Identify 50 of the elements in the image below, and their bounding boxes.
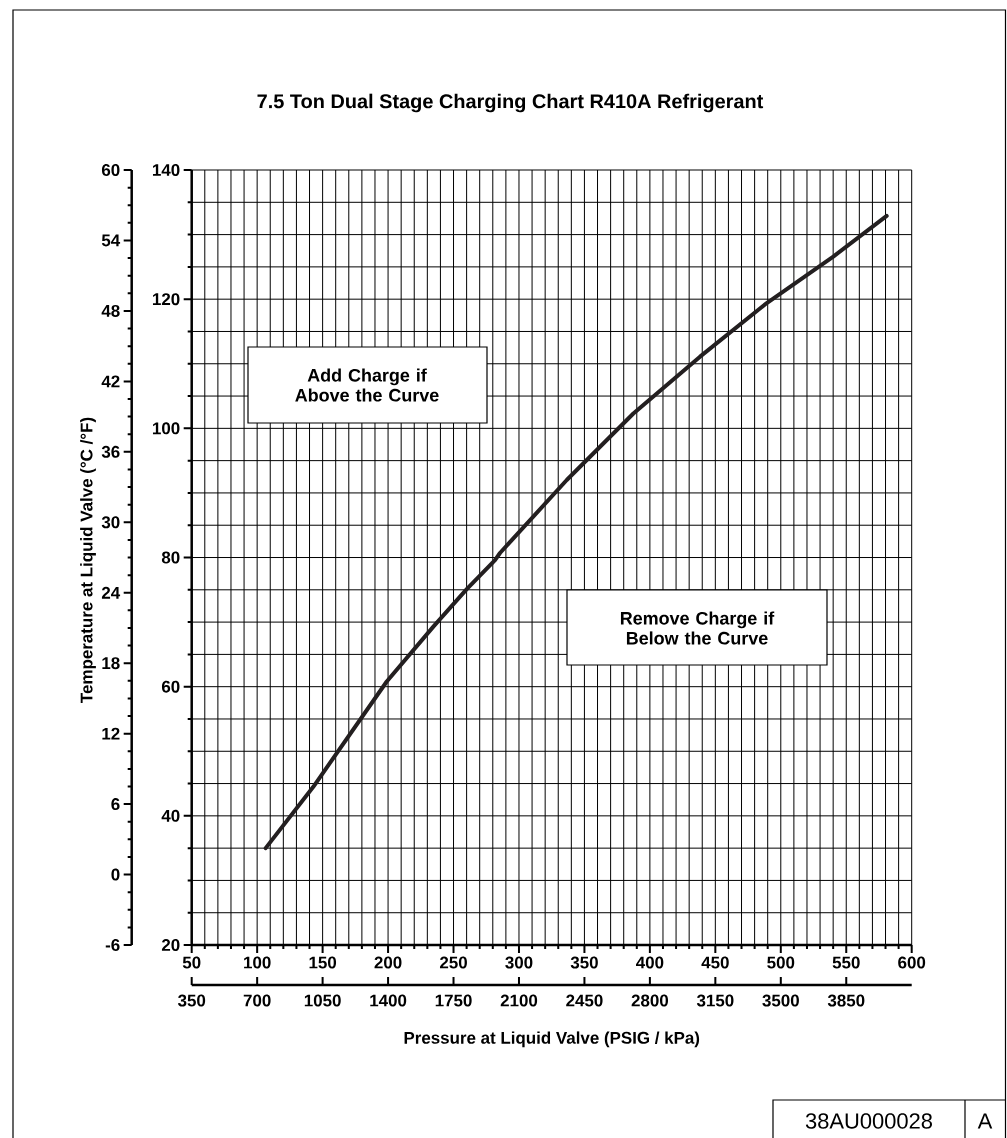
y2-tick-label: 12	[102, 727, 120, 740]
x-tick-label: 500	[767, 956, 795, 969]
x2-tick-label: 1750	[435, 994, 472, 1007]
y2-tick-label: 60	[101, 164, 120, 177]
y2-tick-label: 30	[101, 516, 120, 529]
x-tick-label: 50	[182, 956, 201, 969]
x-tick-label: 300	[505, 956, 533, 969]
x2-tick-label: 2800	[631, 994, 669, 1007]
y2-tick-label: 18	[102, 657, 120, 670]
y2-tick-label: 48	[101, 304, 120, 317]
x2-tick-label: 2100	[500, 994, 538, 1007]
y2-tick-label: 54	[101, 234, 121, 247]
y2-axis-title: Temperature at Liquid Valve (°C /°F)	[80, 417, 96, 703]
annotation: Add Charge if Above the Curve	[295, 368, 439, 402]
y-tick-label: 40	[161, 809, 180, 822]
x-tick-label: 100	[244, 956, 271, 969]
y2-tick-label: 42	[101, 375, 120, 388]
line-series	[263, 213, 889, 851]
y-tick-label: 20	[161, 939, 180, 952]
x2-tick-label: 3850	[827, 994, 865, 1007]
y2-tick-label: 24	[101, 586, 121, 599]
x2-tick-label: 1400	[370, 994, 407, 1007]
x-tick-label: 400	[636, 956, 664, 969]
x-tick-label: 550	[832, 956, 860, 969]
text: A	[977, 1113, 993, 1129]
x-tick-label: 200	[374, 956, 402, 969]
x-tick-label: 150	[309, 956, 337, 969]
x-tick-label: 350	[570, 956, 598, 969]
y-tick-label: 80	[161, 551, 180, 564]
y-tick-label: 60	[161, 680, 180, 693]
x-axis-title: Pressure at Liquid Valve (PSIG / kPa)	[404, 1031, 700, 1048]
text: 38AU000028	[805, 1113, 932, 1129]
x2-tick-label: 2450	[566, 994, 603, 1007]
x2-tick-label: 700	[243, 994, 271, 1007]
annotation: Remove Charge if Below the Curve	[620, 611, 775, 645]
x2-tick-label: 3150	[696, 994, 734, 1007]
x-tick-label: 600	[898, 956, 926, 969]
y2-tick-label: 36	[101, 445, 120, 458]
y-tick-label: 100	[152, 422, 180, 435]
y2-tick-label: -6	[105, 939, 120, 952]
x-tick-label: 450	[701, 956, 729, 969]
x2-tick-label: 3500	[762, 994, 799, 1007]
x2-tick-label: 1050	[304, 994, 341, 1007]
y-tick-label: 120	[152, 293, 180, 306]
y-tick-label: 140	[152, 164, 180, 177]
x2-tick-label: 350	[177, 994, 206, 1007]
x-tick-label: 250	[439, 956, 467, 969]
y2-tick-label: 6	[111, 798, 120, 811]
y2-tick-label: 0	[111, 868, 120, 881]
chart-title: 7.5 Ton Dual Stage Charging Chart R410A Refrigerant	[257, 93, 764, 113]
